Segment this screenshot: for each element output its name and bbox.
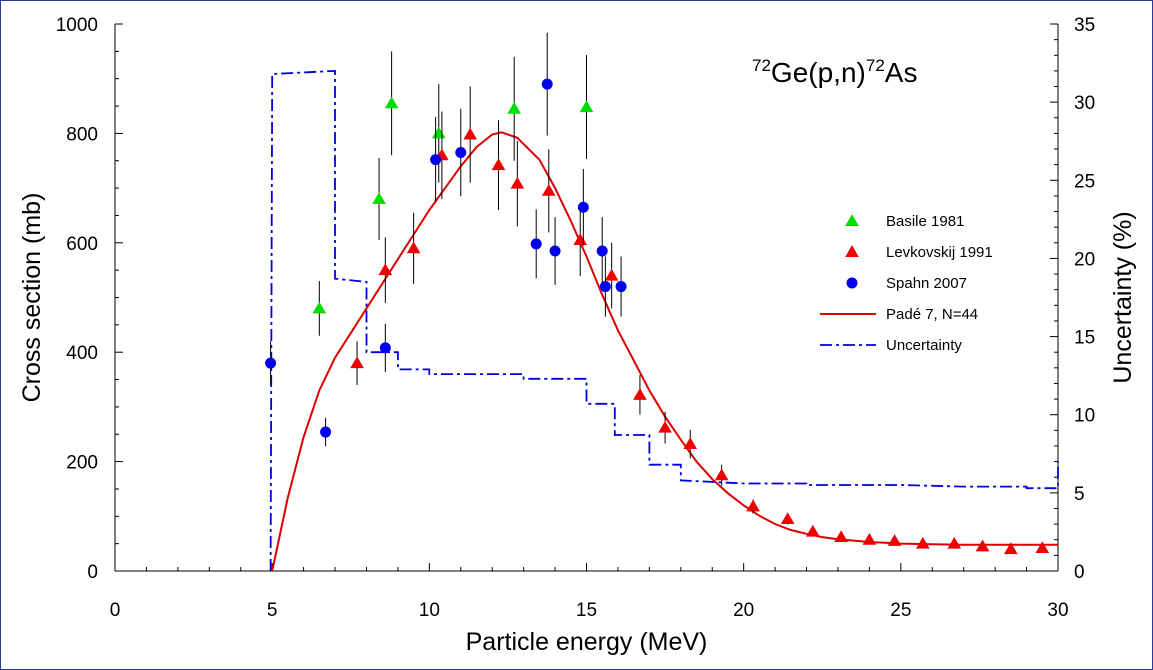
data-point-circle [379, 342, 391, 354]
data-point-circle [455, 147, 467, 159]
data-point-triangle [1004, 542, 1018, 555]
data-point-circle [530, 238, 542, 250]
legend: Basile 1981 Levkovskij 1991 Spahn 2007 Padé… [820, 213, 993, 354]
data-point-triangle [507, 101, 522, 114]
data-point-triangle [384, 96, 399, 109]
legend-label: Levkovskij 1991 [886, 244, 993, 261]
data-point-triangle [463, 127, 478, 140]
data-point-triangle [806, 524, 820, 537]
y-tick-label: 1000 [56, 15, 98, 36]
legend-symbol [846, 277, 858, 289]
legend-symbol [845, 214, 859, 226]
data-point-triangle [916, 536, 930, 549]
data-point-circle [320, 426, 332, 438]
data-series [265, 32, 1059, 572]
x-tick-label: 20 [733, 600, 754, 621]
y-tick-label: 200 [66, 453, 98, 474]
data-point-triangle [491, 158, 506, 171]
reaction-target: Ge(p,n) [771, 57, 866, 88]
data-point-triangle [510, 176, 525, 189]
data-point-circle [599, 281, 611, 293]
data-point-triangle [633, 388, 647, 400]
y2-tick-label: 0 [1074, 562, 1085, 583]
data-point-triangle [573, 233, 588, 246]
data-point-triangle [372, 192, 386, 204]
x-tick-label: 10 [419, 600, 440, 621]
data-point-triangle [834, 530, 848, 543]
legend-label: Basile 1981 [886, 213, 964, 230]
data-point-triangle [714, 468, 729, 481]
legend-label: Padé 7, N=44 [886, 306, 978, 323]
x-tick-label: 0 [110, 600, 121, 621]
y2-tick-label: 15 [1074, 328, 1095, 349]
data-point-circle [577, 201, 589, 213]
reaction-mass-b: 72 [866, 56, 885, 75]
series-points-2 [265, 32, 627, 447]
y-tick-label: 400 [66, 343, 98, 364]
data-point-triangle [604, 268, 619, 281]
legend-label: Uncertainty [886, 337, 962, 354]
y2-tick-label: 20 [1074, 249, 1095, 270]
data-point-triangle [431, 126, 446, 139]
data-point-circle [549, 245, 561, 257]
data-point-triangle [862, 533, 877, 545]
legend-item: Spahn 2007 [846, 275, 967, 292]
reaction-mass-a: 72 [752, 56, 771, 75]
data-point-triangle [780, 512, 795, 524]
data-point-triangle [683, 437, 698, 450]
data-point-triangle [579, 100, 594, 113]
y2-tick-label: 10 [1074, 406, 1095, 427]
data-point-triangle [887, 534, 902, 546]
data-point-circle [541, 78, 553, 90]
y2-tick-label: 35 [1074, 15, 1095, 36]
data-point-circle [596, 245, 608, 257]
data-point-triangle [1035, 541, 1050, 553]
y2-tick-label: 30 [1074, 93, 1095, 114]
data-point-circle [615, 281, 627, 293]
data-point-triangle [746, 499, 760, 512]
uncertainty-line [269, 69, 1059, 572]
series-points-1 [350, 86, 1050, 555]
legend-item: Basile 1981 [845, 213, 964, 230]
data-point-triangle [406, 241, 421, 254]
axis-tick-labels: 0 5 10 15 20 25 30 0 200 400 600 800 1000 0 5 10 15 20 25 3… [56, 15, 1095, 621]
y-tick-label: 600 [66, 234, 98, 255]
data-point-triangle [975, 539, 990, 552]
data-point-triangle [312, 301, 327, 314]
reaction-product: As [885, 57, 918, 88]
data-point-triangle [658, 420, 672, 433]
legend-item: Padé 7, N=44 [820, 306, 978, 323]
data-point-triangle [947, 536, 962, 549]
x-axis-title: Particle energy (MeV) [466, 628, 708, 656]
legend-label: Spahn 2007 [886, 275, 967, 292]
y-axis-title: Cross section (mb) [18, 193, 46, 403]
legend-item: Uncertainty [820, 337, 962, 354]
series-points-0 [312, 51, 594, 336]
data-point-triangle [541, 184, 556, 196]
data-point-circle [430, 154, 442, 166]
y2-tick-label: 25 [1074, 171, 1095, 192]
data-point-circle [265, 357, 277, 369]
x-tick-label: 25 [890, 600, 911, 621]
data-point-triangle [350, 356, 364, 369]
series-uncertainty [269, 69, 1059, 572]
x-tick-label: 30 [1047, 600, 1068, 621]
y-tick-label: 800 [66, 124, 98, 145]
data-point-triangle [378, 263, 393, 276]
reaction-title: 72Ge(p,n)72As [752, 56, 917, 88]
y2-tick-label: 5 [1074, 484, 1085, 505]
legend-symbol [845, 245, 859, 257]
legend-item: Levkovskij 1991 [845, 244, 993, 261]
x-tick-label: 5 [267, 600, 278, 621]
y-tick-label: 0 [87, 562, 98, 583]
y2-axis-title: Uncertainty (%) [1109, 211, 1137, 383]
x-tick-label: 15 [576, 600, 597, 621]
